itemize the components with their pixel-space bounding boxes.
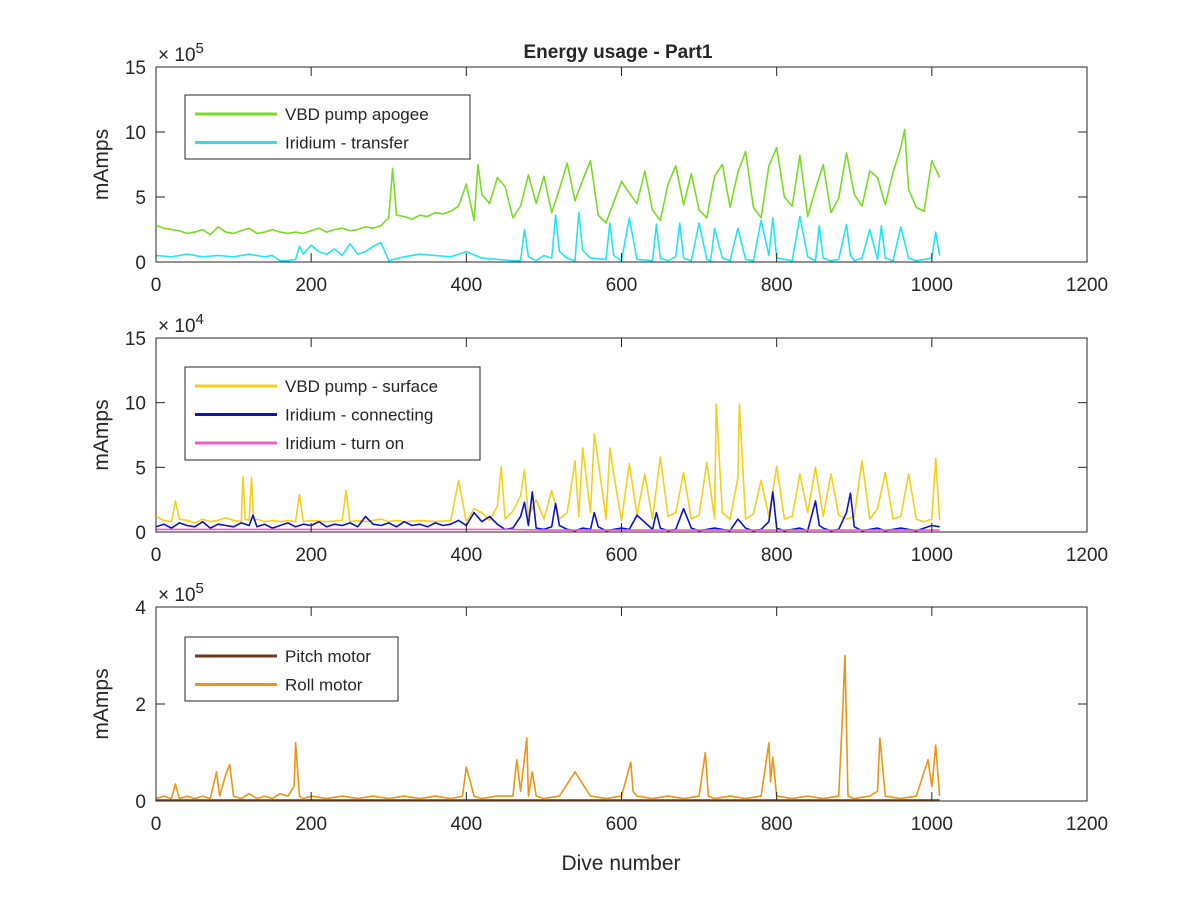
x-tick-label: 200 [295,275,327,296]
x-tick-label: 800 [761,545,793,566]
y-tick-label: 2 [135,695,146,716]
y-axis-label: mAmps [90,668,113,739]
series-line-1 [156,128,941,236]
x-tick-label: 600 [606,814,638,835]
legend-entry-label: Pitch motor [285,647,371,666]
y-tick-label: 0 [135,523,146,544]
x-tick-label: 200 [295,545,327,566]
x-tick-label: 200 [295,814,327,835]
y-tick-label: 10 [125,394,146,415]
legend-box [184,636,399,702]
legend: VBD pump - surface Iridium - connecting Ir… [184,366,481,461]
x-tick-label: 400 [450,275,482,296]
y-axis-label: mAmps [90,129,113,200]
y-tick-label: 5 [135,458,146,479]
y-exponent-label: × 105 [158,40,204,66]
x-tick-label: 800 [761,814,793,835]
x-tick-label: 600 [606,275,638,296]
y-tick-label: 10 [125,123,146,144]
x-tick-label: 0 [151,275,162,296]
series-group [156,654,941,801]
y-tick-label: 15 [125,58,146,79]
x-tick-label: 400 [450,814,482,835]
x-tick-label: 0 [151,814,162,835]
y-axis-label: mAmps [90,399,113,470]
legend-entry-label: VBD pump - surface [285,377,438,396]
x-tick-label: 1000 [911,814,953,835]
y-tick-label: 0 [135,792,146,813]
y-tick-label: 4 [135,598,146,619]
subplot-3: 0 200 400 600 800 1000 1200 0 2 4 × 105 mAmps Pitch … [90,580,1108,835]
x-tick-label: 0 [151,545,162,566]
x-axis-label: Dive number [561,852,680,875]
series-line-2 [156,654,941,800]
x-tick-label: 1200 [1066,275,1108,296]
series-line-3 [156,528,940,531]
x-tick-label: 1000 [911,275,953,296]
legend: VBD pump apogee Iridium - transfer [184,94,471,160]
y-tick-label: 0 [135,253,146,274]
legend-entry-label: Iridium - turn on [285,434,404,453]
legend-entry-label: VBD pump apogee [285,105,429,124]
y-tick-label: 15 [125,329,146,350]
legend-entry-label: Iridium - connecting [285,406,433,425]
legend: Pitch motor Roll motor [184,636,399,702]
series-group [156,128,941,262]
legend-entry-label: Iridium - transfer [285,134,409,153]
legend-entry-label: Roll motor [285,676,363,695]
subplot-1: 0 200 400 600 800 1000 1200 0 5 10 15 × 105 mAmps VBD… [90,40,1108,296]
x-tick-label: 600 [606,545,638,566]
x-tick-label: 1200 [1066,545,1108,566]
legend-box [184,94,471,160]
x-tick-label: 400 [450,545,482,566]
x-tick-label: 800 [761,275,793,296]
y-exponent-label: × 104 [158,311,204,337]
x-tick-label: 1000 [911,545,953,566]
figure-title: Energy usage - Part1 [523,42,712,63]
x-tick-label: 1200 [1066,814,1108,835]
y-tick-label: 5 [135,188,146,209]
axes-frame [155,606,1088,802]
series-line-2 [156,211,941,262]
series-line-2 [156,491,940,532]
y-exponent-label: × 105 [158,580,204,606]
subplot-2: 0 200 400 600 800 1000 1200 0 5 10 15 × 104 mAmps VBD… [90,311,1108,566]
